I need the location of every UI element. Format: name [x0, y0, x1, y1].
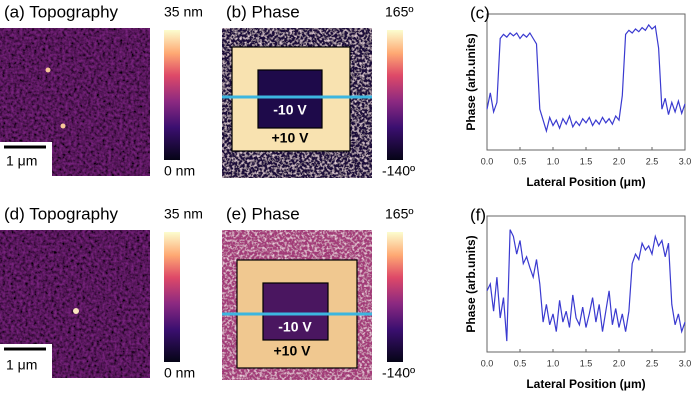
inner-label: -10 V: [278, 319, 312, 335]
colorbar: [164, 30, 180, 160]
colorbar: [387, 232, 403, 362]
x-axis-label: Lateral Position (μm): [526, 175, 645, 189]
scale-bar-label: 1 μm: [6, 357, 37, 373]
x-tick-label: 0.0: [481, 156, 494, 166]
colorbar: [387, 30, 403, 160]
panel-label: (e) Phase: [226, 204, 300, 223]
x-tick-label: 1.0: [547, 156, 560, 166]
x-tick-label: 2.5: [646, 156, 659, 166]
particle: [73, 308, 79, 314]
x-tick-label: 1.5: [580, 156, 593, 166]
panel-label: (f): [470, 205, 486, 224]
x-tick-label: 2.5: [646, 358, 659, 368]
colorbar-min: -140º: [382, 163, 415, 179]
colorbar-max: 35 nm: [164, 206, 203, 222]
outer-label: +10 V: [272, 130, 310, 146]
x-tick-label: 3.0: [679, 358, 692, 368]
x-tick-label: 1.0: [547, 358, 560, 368]
panel-label: (a) Topography: [4, 2, 119, 21]
profile: [486, 23, 686, 134]
colorbar: [164, 232, 180, 362]
colorbar-min: -140º: [382, 365, 415, 381]
y-axis-label: Phase (arb.units): [464, 33, 478, 130]
x-tick-label: 0.0: [481, 358, 494, 368]
profile: [486, 229, 686, 342]
colorbar-min: 0 nm: [164, 163, 195, 179]
x-tick-label: 0.5: [514, 156, 527, 166]
x-tick-label: 2.0: [613, 156, 626, 166]
y-axis-label: Phase (arb.units): [464, 235, 478, 332]
particle: [45, 67, 51, 73]
panel-label: (b) Phase: [226, 2, 300, 21]
x-tick-label: 2.0: [613, 358, 626, 368]
x-tick-label: 0.5: [514, 358, 527, 368]
particle: [60, 123, 66, 129]
panel-label: (c): [470, 3, 490, 22]
poled-inner: [262, 282, 329, 341]
x-axis-label: Lateral Position (μm): [526, 377, 645, 391]
x-tick-label: 1.5: [580, 358, 593, 368]
panel-label: (d) Topography: [4, 204, 119, 223]
poled-inner: [257, 69, 323, 129]
plot-frame: [486, 13, 686, 151]
colorbar-min: 0 nm: [164, 365, 195, 381]
inner-label: -10 V: [273, 102, 307, 118]
colorbar-max: 35 nm: [164, 4, 203, 20]
x-tick-label: 3.0: [679, 156, 692, 166]
colorbar-max: 165º: [385, 4, 413, 20]
scale-bar-label: 1 μm: [6, 153, 37, 169]
colorbar-max: 165º: [385, 206, 413, 222]
outer-label: +10 V: [274, 343, 312, 359]
